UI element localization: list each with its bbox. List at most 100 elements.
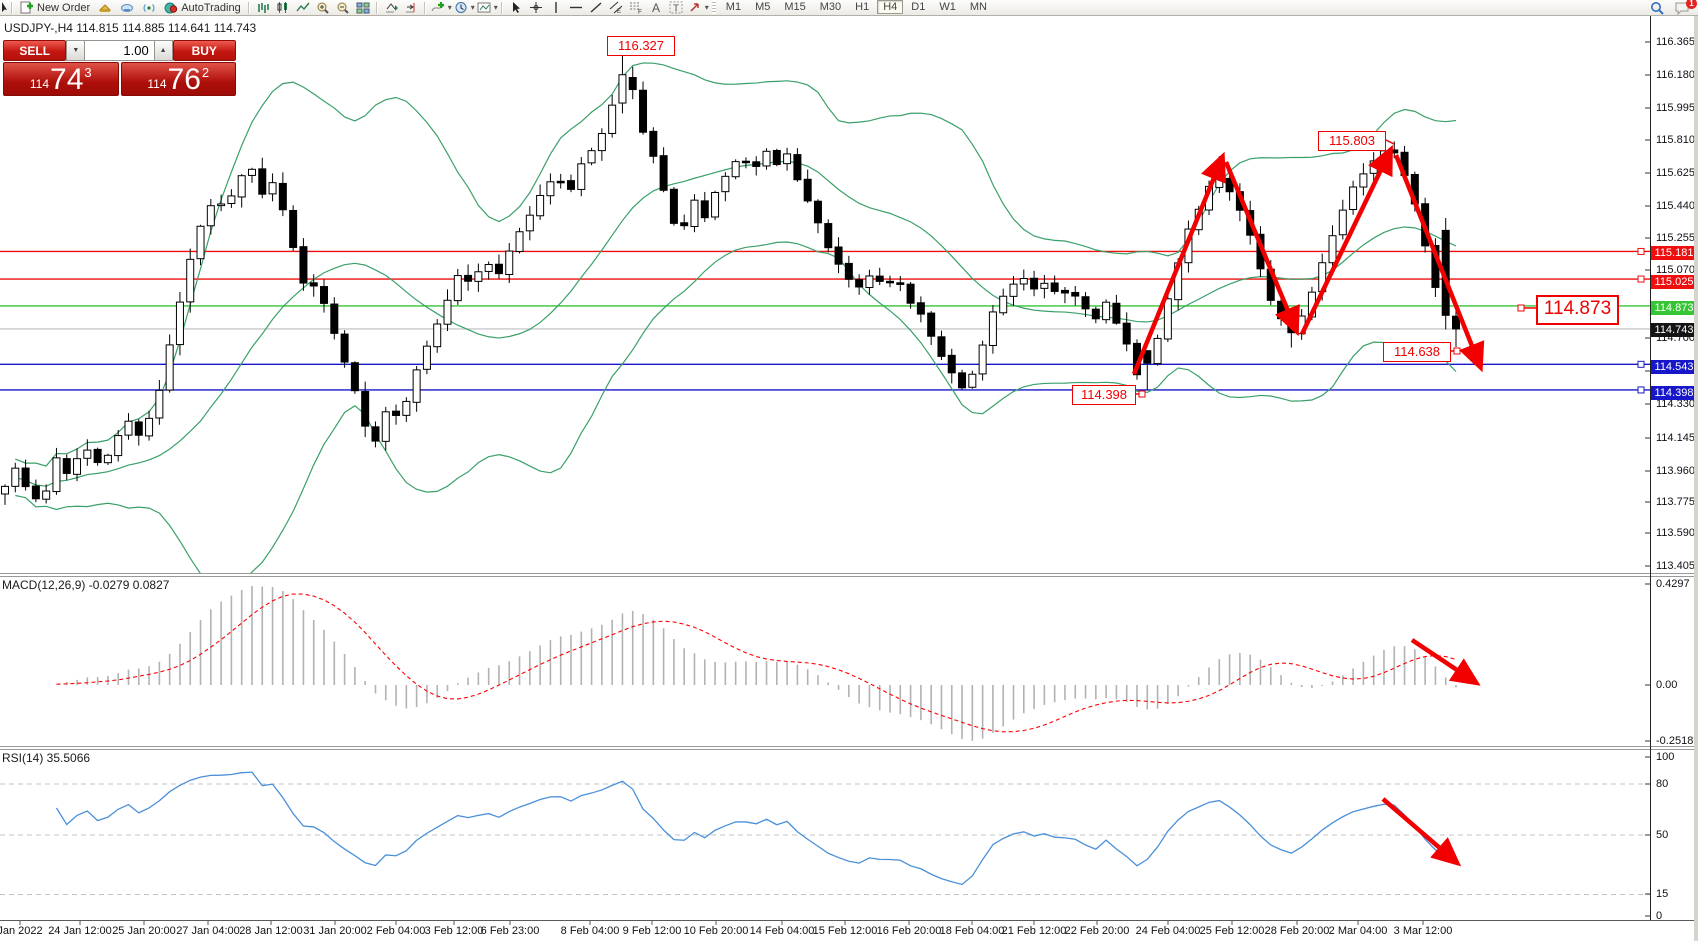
horizontal-line-icon[interactable] [569, 1, 583, 14]
candle-body [711, 192, 720, 218]
lot-decrease-button[interactable]: ▼ [66, 40, 86, 61]
timeframe-W1[interactable]: W1 [939, 1, 956, 13]
time-label: 2 Feb 04:00 [366, 925, 426, 937]
price-annotation-116.327[interactable]: 116.327 [607, 36, 675, 56]
fibonacci-icon[interactable]: F [629, 1, 643, 16]
chart-shift-icon[interactable] [404, 1, 418, 14]
line-handle[interactable] [1637, 275, 1645, 283]
candle-body [433, 323, 442, 348]
time-label: 2 Mar 04:00 [1328, 925, 1388, 937]
trend-arrow[interactable] [1223, 161, 1300, 337]
candle-body [268, 182, 277, 195]
sell-button[interactable]: SELL [3, 40, 67, 61]
candle-body [659, 155, 668, 191]
candle-body [443, 299, 452, 325]
candle-body [680, 222, 689, 227]
line-handle[interactable] [1637, 360, 1645, 368]
candlestick-chart-icon[interactable] [276, 1, 290, 14]
time-label: 25 Feb 12:00 [1199, 925, 1265, 937]
vertical-line-icon[interactable] [549, 1, 563, 14]
rsi-tick-100: 100 [1656, 751, 1675, 763]
candle-body [484, 263, 493, 272]
arrows-icon[interactable] [688, 1, 702, 14]
price-tick-115.810: 115.810 [1656, 134, 1695, 146]
candle-body [73, 458, 82, 475]
price-tick-114.330: 114.330 [1656, 398, 1695, 410]
candle-body [988, 311, 997, 346]
chat-icon[interactable]: 1 [1674, 0, 1697, 16]
macd-tick-0.4297: 0.4297 [1656, 578, 1690, 590]
indicators-icon[interactable] [431, 1, 445, 14]
cursor-icon[interactable] [509, 1, 523, 14]
timeframe-M30[interactable]: M30 [819, 1, 842, 13]
price-annotation-114.638[interactable]: 114.638 [1383, 342, 1451, 362]
templates-icon[interactable] [477, 1, 491, 14]
trend-arrow[interactable] [1410, 638, 1481, 686]
crosshair-icon[interactable] [529, 1, 543, 14]
trend-arrow[interactable] [1393, 154, 1485, 373]
price-annotation-114.873[interactable]: 114.873 [1536, 295, 1619, 325]
ask-price-button[interactable]: 114 76 2 [120, 62, 236, 96]
trend-arrow[interactable] [1131, 151, 1227, 375]
candle-body [577, 163, 586, 190]
rsi-tick-0: 0 [1656, 910, 1663, 922]
buy-button[interactable]: BUY [172, 40, 236, 61]
price-annotation-115.803[interactable]: 115.803 [1318, 131, 1386, 151]
candle-body [937, 336, 946, 357]
price-tick-115.625: 115.625 [1656, 167, 1695, 179]
trend-arrow[interactable] [1299, 144, 1393, 335]
channel-icon[interactable]: E [609, 1, 623, 15]
bid-price-button[interactable]: 114 74 3 [3, 62, 119, 96]
text-icon[interactable]: A [649, 1, 663, 15]
new-order-button[interactable]: New Order [16, 1, 94, 15]
candle-body [145, 417, 154, 437]
price-tick-116.365: 116.365 [1656, 36, 1695, 48]
lot-increase-button[interactable]: ▲ [153, 40, 173, 61]
price-badge-114.543: 114.543 [1651, 360, 1697, 374]
price-annotation-114.398[interactable]: 114.398 [1072, 385, 1136, 405]
virtual-hosting-icon[interactable] [120, 1, 134, 14]
timeframe-H1[interactable]: H1 [855, 1, 870, 13]
candle-body [42, 490, 51, 500]
candle-body [1112, 302, 1121, 324]
zoom-in-icon[interactable] [316, 1, 330, 14]
candle-body [217, 203, 226, 207]
time-label: 31 Jan 20:00 [303, 925, 367, 937]
trend-arrow[interactable] [1381, 797, 1462, 867]
timeframe-D1[interactable]: D1 [911, 1, 926, 13]
candle-body [865, 275, 874, 289]
market-depth-icon[interactable] [98, 1, 112, 14]
lot-size-input[interactable]: 1.00 [85, 40, 154, 61]
candle-body [1153, 337, 1162, 365]
bars-chart-icon[interactable] [256, 1, 270, 14]
autotrading-button[interactable]: AutoTrading [160, 1, 245, 15]
timeframe-M15[interactable]: M15 [784, 1, 806, 13]
search-icon[interactable] [1650, 1, 1664, 15]
candle-body [855, 279, 864, 288]
timeframe-H4[interactable]: H4 [877, 0, 904, 14]
periods-icon[interactable] [454, 1, 468, 14]
timeframe-M5[interactable]: M5 [755, 1, 771, 13]
line-handle[interactable] [1637, 247, 1645, 255]
timeframe-MN[interactable]: MN [969, 1, 987, 13]
candle-body [381, 411, 390, 442]
timeframe-M1[interactable]: M1 [725, 1, 742, 13]
candle-body [608, 104, 617, 134]
time-label: 8 Feb 04:00 [560, 925, 620, 937]
trendline-icon[interactable] [589, 1, 603, 14]
candle-body [721, 175, 730, 193]
tile-windows-icon[interactable] [356, 1, 370, 14]
candle-body [896, 282, 905, 285]
candle-body [597, 133, 606, 152]
line-handle[interactable] [1637, 386, 1645, 394]
line-chart-icon[interactable] [296, 1, 310, 14]
text-label-icon[interactable]: T [669, 1, 683, 15]
signals-icon[interactable] [142, 1, 156, 14]
candle-body [639, 89, 648, 133]
auto-scroll-icon[interactable] [384, 1, 398, 14]
zoom-out-icon[interactable] [336, 1, 350, 14]
candle-body [1102, 301, 1111, 321]
time-label: 28 Jan 12:00 [239, 925, 303, 937]
